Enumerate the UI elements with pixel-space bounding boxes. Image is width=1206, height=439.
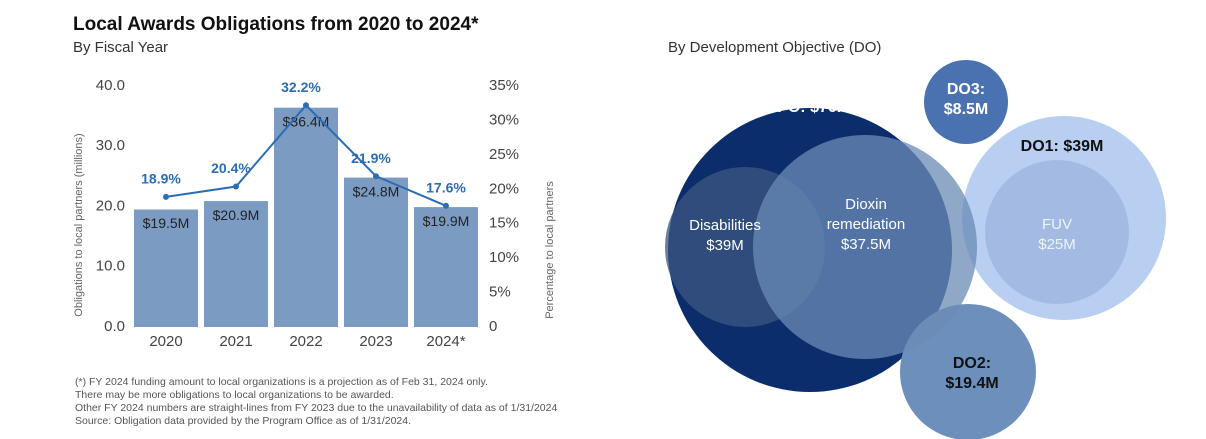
bubble-value: $19.4M: [945, 375, 999, 392]
bar: [204, 201, 268, 327]
y2-tick-label: 15%: [489, 215, 519, 232]
y-axis-label: Obligations to local partners (millions): [73, 133, 85, 316]
y2-tick-label: 5%: [489, 284, 511, 301]
y2-axis-label: Percentage to local partners: [544, 181, 556, 319]
footnote: Other FY 2024 numbers are straight-lines…: [75, 402, 558, 414]
bubble-label: Disabilities $39M: [625, 216, 825, 256]
y2-tick-label: 35%: [489, 77, 519, 94]
bubble-title: By Development Objective (DO): [668, 39, 881, 56]
bubble-name: Dioxin remediation: [826, 196, 906, 233]
bubble-label: DO2: $19.4M: [872, 354, 1072, 394]
bubble: [985, 160, 1129, 304]
line-point: [373, 173, 379, 180]
y-tick-label: 40.0: [96, 77, 125, 94]
bubble-value: $76.5M: [810, 99, 864, 116]
data-label: 17.6%: [426, 180, 466, 196]
y2-tick-label: 0: [489, 318, 497, 335]
bubble: [753, 135, 977, 359]
data-label: $19.9M: [423, 213, 470, 229]
bubble-value: $37.5M: [840, 236, 892, 253]
bubble-label: Dioxin remediation $37.5M: [806, 195, 926, 255]
data-label: 18.9%: [141, 171, 181, 187]
footnote: There may be more obligations to local o…: [75, 389, 394, 401]
bar: [274, 107, 338, 327]
line-point: [443, 202, 449, 209]
data-label: $19.5M: [143, 215, 190, 231]
y-tick-label: 0.0: [104, 318, 125, 335]
bubble-name: Disabilities: [689, 217, 761, 234]
y2-tick-label: 30%: [489, 111, 519, 128]
y2-tick-label: 10%: [489, 249, 519, 266]
x-tick-label: 2021: [219, 333, 252, 350]
bubble-label: FUV $25M: [957, 215, 1157, 255]
bubble-name: DO3:: [946, 81, 986, 98]
line-point: [303, 102, 309, 109]
bubble-label: SPO: $76.5M: [715, 98, 915, 118]
data-label: 20.4%: [211, 160, 251, 176]
x-tick-label: 2024*: [426, 333, 465, 350]
y-tick-label: 20.0: [96, 197, 125, 214]
x-tick-label: 2023: [359, 333, 392, 350]
bubble-value: $39M: [1063, 138, 1104, 155]
footnote: Source: Obligation data provided by the …: [75, 415, 412, 427]
line-point: [233, 183, 239, 190]
bubble: [924, 60, 1008, 144]
y-tick-label: 30.0: [96, 137, 125, 154]
bubble-label: DO3: $8.5M: [866, 80, 1066, 120]
y2-tick-label: 20%: [489, 180, 519, 197]
bubble-name: DO2:: [952, 355, 992, 372]
x-tick-label: 2022: [289, 333, 322, 350]
bubble-value: $39M: [706, 237, 744, 254]
bubble-name: DO1:: [1020, 138, 1059, 155]
data-label: 21.9%: [351, 150, 391, 166]
bubble-label: DO1: $39M: [962, 137, 1162, 157]
chart-title: Local Awards Obligations from 2020 to 20…: [73, 14, 479, 35]
chart-subtitle: By Fiscal Year: [73, 39, 168, 56]
y2-tick-label: 25%: [489, 146, 519, 163]
bubble-name: FUV: [1042, 216, 1072, 233]
data-label: 32.2%: [281, 79, 321, 95]
line-point: [163, 193, 169, 200]
x-tick-label: 2020: [149, 333, 182, 350]
data-label: $24.8M: [353, 183, 400, 199]
bar: [134, 209, 198, 327]
bubble: [900, 304, 1036, 439]
bubble-value: $8.5M: [943, 101, 989, 118]
bar: [344, 177, 408, 327]
data-label: $20.9M: [213, 207, 260, 223]
bubble-value: $25M: [1038, 236, 1076, 253]
footnote: (*) FY 2024 funding amount to local orga…: [75, 376, 488, 388]
bubble-name: SPO:: [766, 99, 806, 116]
y-tick-label: 10.0: [96, 258, 125, 275]
bar: [414, 207, 478, 327]
